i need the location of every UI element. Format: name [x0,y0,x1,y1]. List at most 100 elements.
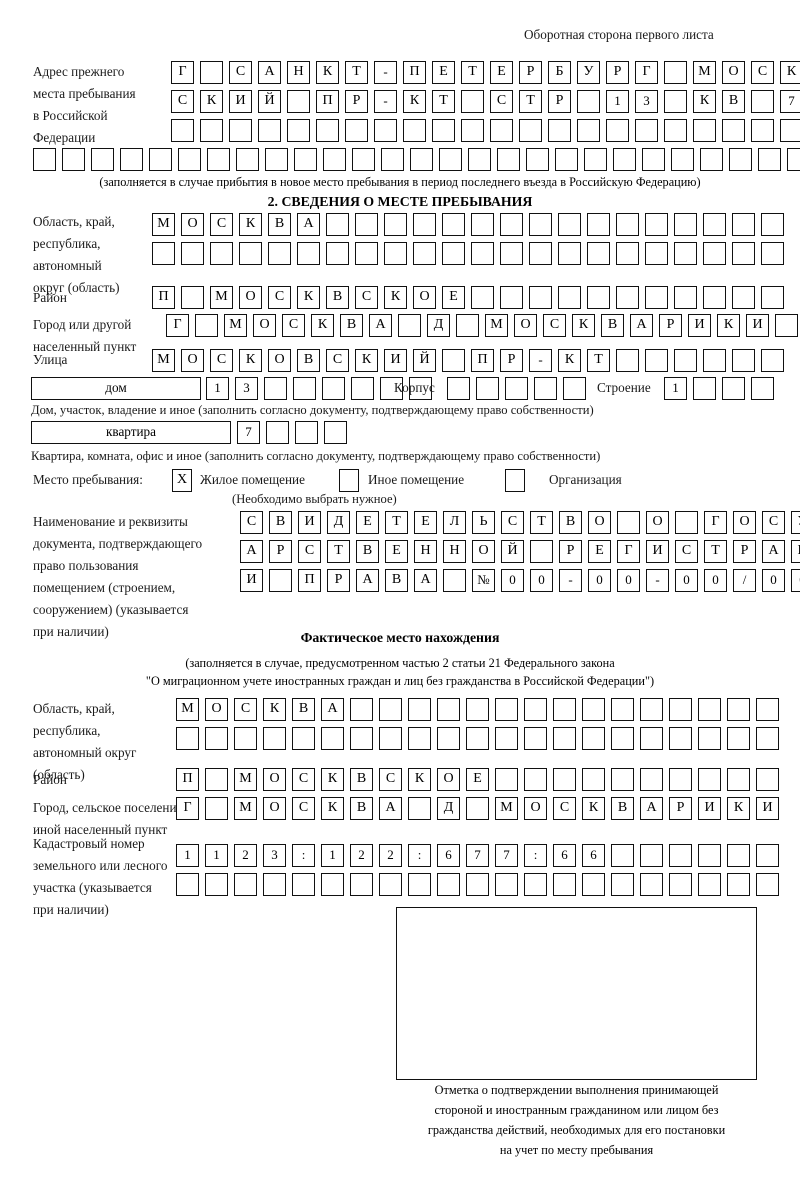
actual-region-row-2-cell-1[interactable] [176,727,199,750]
prev-address-row-3-cell-16[interactable] [606,119,629,142]
document-row-1-cell-9[interactable]: Ь [472,511,495,534]
city-row-cell-8[interactable]: А [369,314,392,337]
actual-region-row-1-cell-17[interactable] [640,698,663,721]
actual-city-row-cell-11[interactable] [466,797,489,820]
document-row-2-cell-3[interactable]: С [298,540,321,563]
korpus-row-cell-5[interactable] [563,377,586,400]
city-row-cell-4[interactable]: О [253,314,276,337]
actual-region-row-2-cell-7[interactable] [350,727,373,750]
cadastral-row-2-cell-3[interactable] [234,873,257,896]
region-row-2-cell-1[interactable] [152,242,175,265]
actual-district-row-cell-7[interactable]: В [350,768,373,791]
document-row-1-cell-16[interactable] [675,511,698,534]
prev-address-row-4-cell-1[interactable] [33,148,56,171]
prev-address-row-2-cell-20[interactable]: В [722,90,745,113]
document-row-3-cell-9[interactable]: № [472,569,495,592]
flat-number-row-cell-2[interactable] [266,421,289,444]
street-row-cell-11[interactable] [442,349,465,372]
street-row-cell-9[interactable]: И [384,349,407,372]
region-row-2-cell-16[interactable] [587,242,610,265]
city-row-cell-11[interactable] [456,314,479,337]
actual-district-row-cell-17[interactable] [640,768,663,791]
region-row-2-cell-22[interactable] [761,242,784,265]
document-row-1-cell-4[interactable]: Д [327,511,350,534]
region-row-1-cell-11[interactable] [442,213,465,236]
prev-address-row-2-cell-8[interactable]: - [374,90,397,113]
actual-city-row-cell-16[interactable]: В [611,797,634,820]
document-row-1-cell-3[interactable]: И [298,511,321,534]
document-row-3-cell-17[interactable]: 0 [704,569,727,592]
district-row-cell-7[interactable]: В [326,286,349,309]
region-row-1-cell-15[interactable] [558,213,581,236]
stay-place-option-organization-checkbox[interactable] [505,469,525,492]
prev-address-row-3-cell-13[interactable] [519,119,542,142]
korpus-row-cell-1[interactable] [447,377,470,400]
street-row-cell-10[interactable]: Й [413,349,436,372]
actual-region-row-2-cell-14[interactable] [553,727,576,750]
document-row-1-cell-2[interactable]: В [269,511,292,534]
region-row-2-cell-15[interactable] [558,242,581,265]
actual-region-row-1-cell-2[interactable]: О [205,698,228,721]
prev-address-row-1-cell-20[interactable]: О [722,61,745,84]
actual-region-row-1-cell-15[interactable] [582,698,605,721]
city-row-cell-3[interactable]: М [224,314,247,337]
street-row-cell-22[interactable] [761,349,784,372]
cadastral-row-2-cell-16[interactable] [611,873,634,896]
stroenie-row-cell-4[interactable] [751,377,774,400]
cadastral-row-2-cell-12[interactable] [495,873,518,896]
cadastral-row-1-cell-21[interactable] [756,844,779,867]
prev-address-row-3-cell-19[interactable] [693,119,716,142]
actual-region-row-2-cell-8[interactable] [379,727,402,750]
document-row-1-cell-13[interactable]: О [588,511,611,534]
street-row-cell-17[interactable] [616,349,639,372]
region-row-2-cell-2[interactable] [181,242,204,265]
prev-address-row-3-cell-3[interactable] [229,119,252,142]
cadastral-row-1-cell-20[interactable] [727,844,750,867]
region-row-2-cell-6[interactable] [297,242,320,265]
document-row-3-cell-16[interactable]: 0 [675,569,698,592]
cadastral-row-1-cell-4[interactable]: 3 [263,844,286,867]
document-row-1-cell-20[interactable]: У [791,511,800,534]
document-row-2-cell-8[interactable]: Н [443,540,466,563]
document-row-2-cell-9[interactable]: О [472,540,495,563]
region-row-2-cell-13[interactable] [500,242,523,265]
document-row-3-cell-5[interactable]: А [356,569,379,592]
region-row-1-cell-19[interactable] [674,213,697,236]
city-row-cell-13[interactable]: О [514,314,537,337]
prev-address-row-3-cell-17[interactable] [635,119,658,142]
document-row-2-cell-4[interactable]: Т [327,540,350,563]
street-row-cell-20[interactable] [703,349,726,372]
actual-district-row-cell-1[interactable]: П [176,768,199,791]
prev-address-row-4-cell-17[interactable] [497,148,520,171]
house-number-row-cell-4[interactable] [293,377,316,400]
district-row-cell-22[interactable] [761,286,784,309]
actual-district-row-cell-9[interactable]: К [408,768,431,791]
prev-address-row-4-cell-23[interactable] [671,148,694,171]
region-row-1-cell-2[interactable]: О [181,213,204,236]
document-row-1-cell-11[interactable]: Т [530,511,553,534]
prev-address-row-2-cell-22[interactable]: 7 [780,90,800,113]
cadastral-row-1-cell-6[interactable]: 1 [321,844,344,867]
prev-address-row-3-cell-21[interactable] [751,119,774,142]
actual-region-row-2[interactable] [176,727,785,750]
document-row-2-cell-12[interactable]: Р [559,540,582,563]
document-row-1-cell-15[interactable]: О [646,511,669,534]
cadastral-row-2-cell-1[interactable] [176,873,199,896]
prev-address-row-1-cell-17[interactable]: Г [635,61,658,84]
document-row-1-cell-7[interactable]: Е [414,511,437,534]
prev-address-row-3-cell-11[interactable] [461,119,484,142]
actual-district-row-cell-2[interactable] [205,768,228,791]
prev-address-row-3-cell-5[interactable] [287,119,310,142]
prev-address-row-2-cell-15[interactable] [577,90,600,113]
prev-address-row-4-cell-5[interactable] [149,148,172,171]
actual-district-row-cell-20[interactable] [727,768,750,791]
district-row-cell-20[interactable] [703,286,726,309]
cadastral-row-1-cell-19[interactable] [698,844,721,867]
street-row-cell-2[interactable]: О [181,349,204,372]
cadastral-row-1-cell-7[interactable]: 2 [350,844,373,867]
house-number-row-cell-8[interactable] [409,377,432,400]
cadastral-row-2-cell-6[interactable] [321,873,344,896]
prev-address-row-3-cell-6[interactable] [316,119,339,142]
prev-address-row-4-cell-6[interactable] [178,148,201,171]
